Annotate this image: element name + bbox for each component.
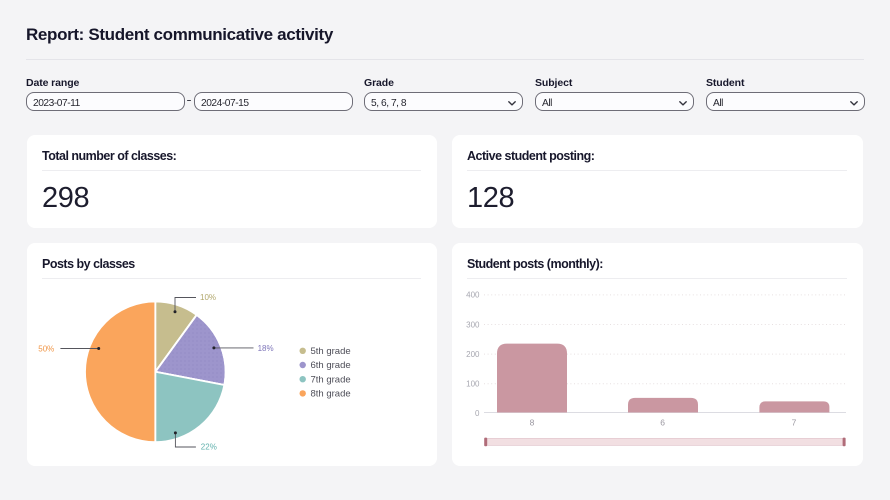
svg-text:6: 6	[660, 418, 665, 428]
svg-text:7th grade: 7th grade	[311, 374, 351, 385]
svg-text:0: 0	[475, 409, 480, 418]
svg-text:6th grade: 6th grade	[311, 360, 351, 371]
svg-text:22%: 22%	[201, 443, 217, 452]
svg-text:50%: 50%	[38, 344, 54, 353]
svg-text:300: 300	[466, 320, 480, 329]
svg-text:200: 200	[466, 350, 480, 359]
svg-text:400: 400	[466, 291, 480, 300]
svg-text:8th grade: 8th grade	[311, 389, 351, 400]
svg-text:7: 7	[792, 418, 797, 428]
svg-text:10%: 10%	[200, 293, 216, 302]
svg-text:100: 100	[466, 380, 480, 389]
svg-text:5th grade: 5th grade	[311, 346, 351, 357]
svg-text:18%: 18%	[258, 344, 274, 353]
svg-text:8: 8	[530, 418, 535, 428]
